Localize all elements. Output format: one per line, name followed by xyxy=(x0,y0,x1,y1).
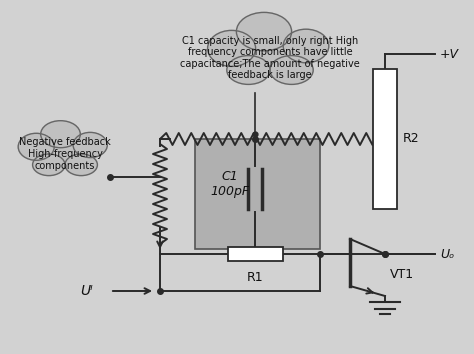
Ellipse shape xyxy=(36,141,94,167)
Ellipse shape xyxy=(283,29,329,63)
FancyBboxPatch shape xyxy=(195,139,320,249)
Text: C1
100pF: C1 100pF xyxy=(210,170,250,198)
Ellipse shape xyxy=(65,154,97,176)
Text: Negative feedback
High-frequency
components: Negative feedback High-frequency compone… xyxy=(19,137,111,171)
Text: VT1: VT1 xyxy=(390,268,414,280)
Ellipse shape xyxy=(227,56,270,84)
Text: R1: R1 xyxy=(246,271,264,284)
Ellipse shape xyxy=(237,12,292,51)
FancyBboxPatch shape xyxy=(373,69,397,209)
Text: Uₒ: Uₒ xyxy=(440,247,454,261)
Ellipse shape xyxy=(73,132,107,158)
Ellipse shape xyxy=(41,121,80,148)
FancyBboxPatch shape xyxy=(228,247,283,261)
Text: Uᴵ: Uᴵ xyxy=(80,284,93,298)
Ellipse shape xyxy=(33,154,65,176)
Ellipse shape xyxy=(270,56,313,84)
Ellipse shape xyxy=(208,30,255,67)
Text: C1 capacity is small, only right High
frequency components have little
capacitan: C1 capacity is small, only right High fr… xyxy=(180,36,360,80)
Ellipse shape xyxy=(228,38,312,74)
Text: R2: R2 xyxy=(403,132,419,145)
Ellipse shape xyxy=(18,133,54,160)
Text: +V: +V xyxy=(440,47,459,61)
